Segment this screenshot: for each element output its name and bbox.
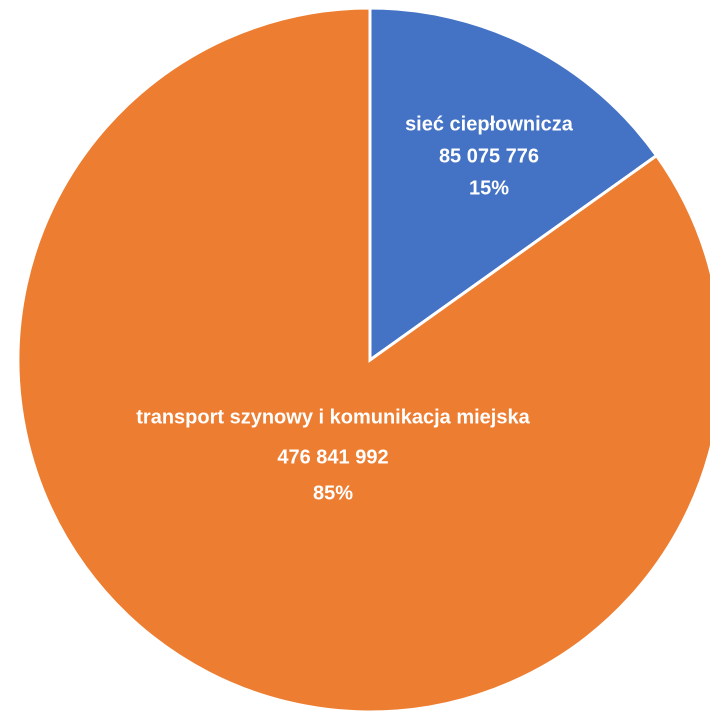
percent-label: 15%: [469, 177, 509, 199]
slice-label: transport szynowy i komunikacja miejska: [136, 406, 530, 428]
value-label: 85 075 776: [439, 145, 539, 167]
slice-label: sieć ciepłownicza: [405, 113, 574, 135]
pie-slice: [368, 6, 659, 363]
percent-label: 85%: [313, 482, 353, 504]
value-label: 476 841 992: [277, 446, 388, 468]
pie-slice: [16, 6, 710, 712]
